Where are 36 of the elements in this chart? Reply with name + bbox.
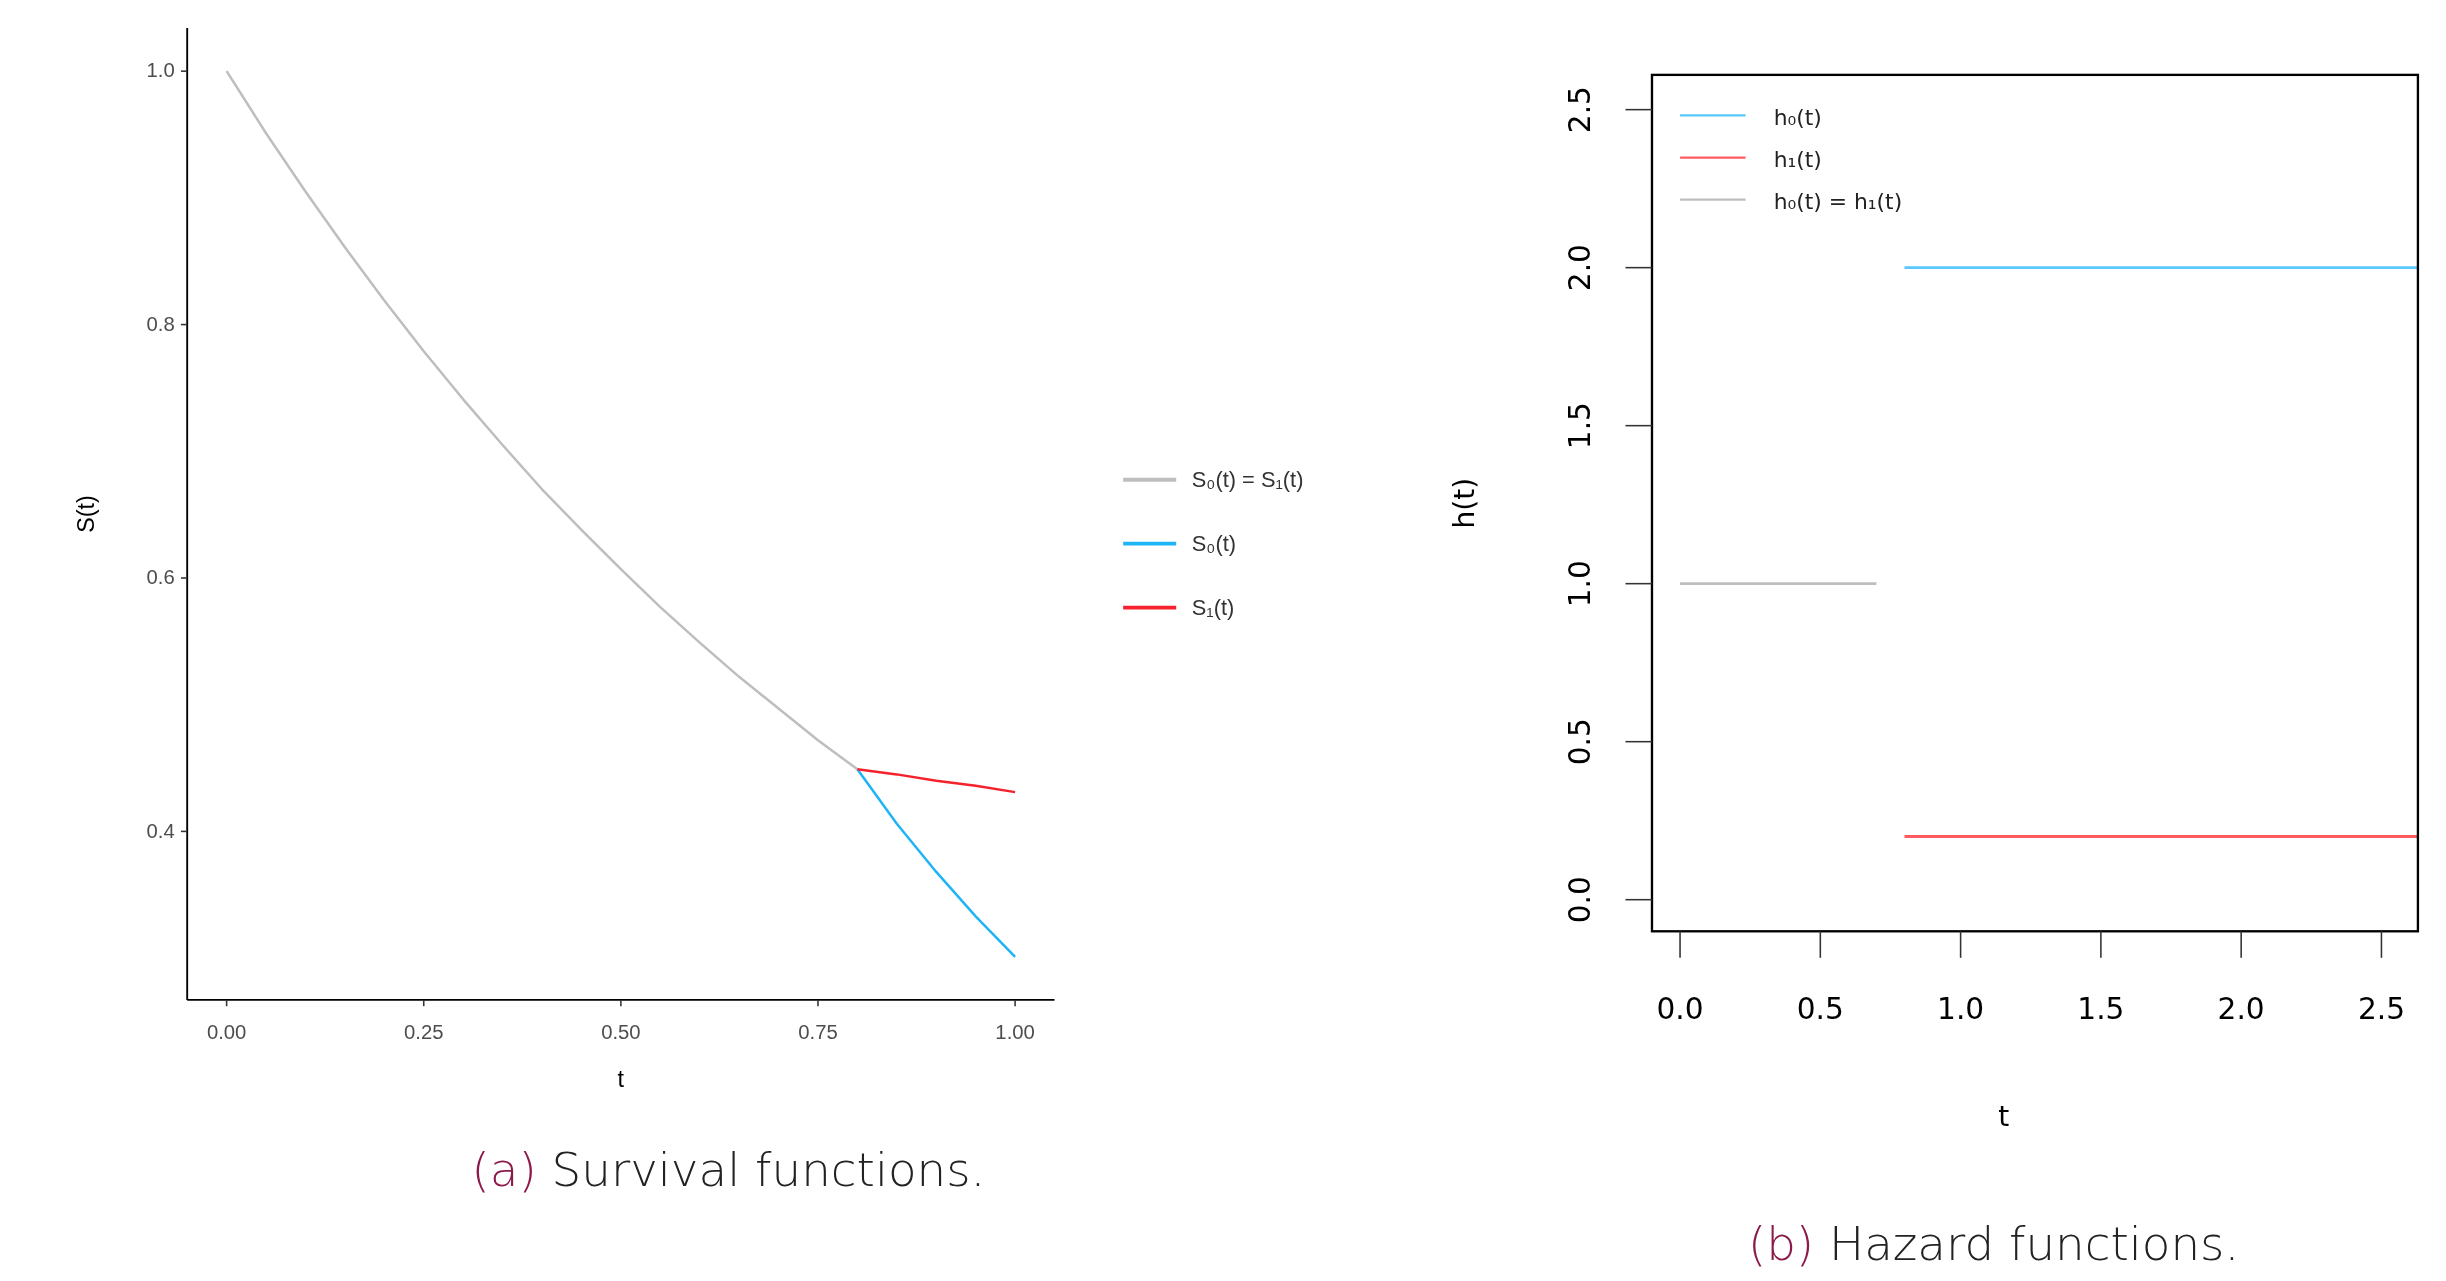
x-tick-label: 0.5 [1796,990,1844,1026]
legend-label: h₀(t) = h₁(t) [1773,189,1903,215]
line-series [225,69,859,771]
y-tick-label: 0.4 [146,819,175,842]
x-tick-label: 0.25 [404,1020,444,1043]
x-tick-label: 0.00 [206,1020,247,1043]
y-tick-label: 0.6 [146,566,175,589]
line-series [856,768,1017,794]
x-tick-label: 0.75 [798,1020,838,1043]
y-tick-label: 1.0 [1561,560,1597,608]
x-tick-label: 0.0 [1656,990,1704,1026]
y-tick-label: 2.0 [1561,244,1597,292]
x-tick-label: 1.00 [995,1020,1035,1043]
x-tick-label: 0.50 [601,1020,641,1043]
legend-label: S₁(t) [1191,595,1235,621]
x-axis-title: t [1998,1100,2010,1134]
x-tick-label: 1.0 [1937,990,1985,1026]
text: (a) Survival functions. [471,1142,986,1197]
y-tick-label: 1.5 [1561,402,1597,450]
x-tick-label: 2.5 [2357,990,2406,1026]
text: (b) Hazard functions. [1747,1217,2240,1272]
line-series [856,768,1017,959]
y-tick-label: 0.5 [1561,718,1597,766]
x-axis-title: t [617,1066,625,1093]
x-tick-label: 1.5 [2077,990,2125,1026]
legend-label: h₁(t) [1773,146,1822,172]
y-axis-title: S(t) [72,495,99,533]
y-tick-label: 1.0 [146,59,175,82]
y-tick-label: 0.0 [1561,876,1597,924]
legend-label: h₀(t) [1773,104,1822,130]
legend-label: S₀(t) [1191,531,1237,557]
y-tick-label: 0.8 [146,312,175,335]
x-tick-label: 2.0 [2217,990,2265,1026]
y-axis-title: h(t) [1448,477,1482,529]
y-tick-label: 2.5 [1561,86,1597,134]
legend-label: S₀(t) = S₁(t) [1191,467,1304,493]
